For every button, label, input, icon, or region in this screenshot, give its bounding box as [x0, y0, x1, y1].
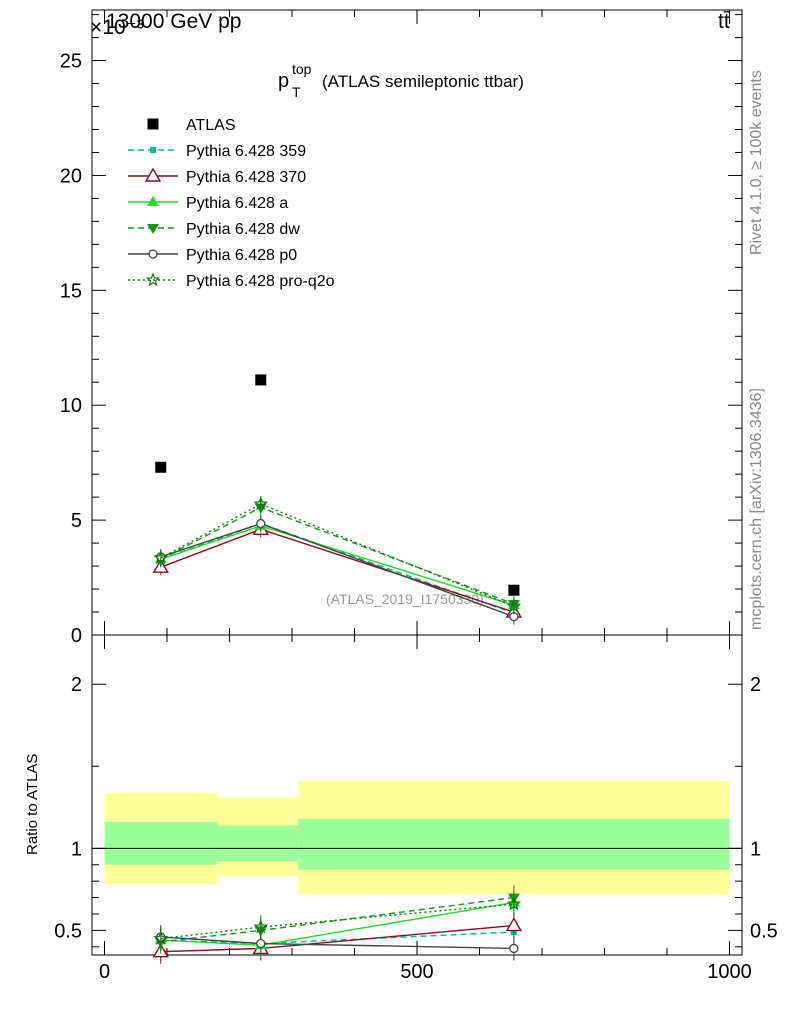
- header-right: tt̄: [718, 10, 730, 33]
- legend-label-atlas: ATLAS: [186, 117, 236, 134]
- legend-marker: [148, 249, 158, 259]
- series-ratio-point: [509, 943, 519, 954]
- atlas-point: [155, 461, 167, 473]
- legend-label: Pythia 6.428 pro-q2o: [186, 273, 335, 290]
- main-ytick-label: 20: [60, 165, 82, 187]
- xtick-label: 1000: [707, 961, 752, 983]
- legend-label: Pythia 6.428 370: [186, 169, 306, 186]
- ratio-ytick-label-right: 1: [750, 838, 761, 860]
- series-ratio-point: [506, 896, 522, 911]
- title-rest: (ATLAS semileptonic ttbar): [322, 72, 524, 91]
- series-line-ratio: [160, 903, 514, 940]
- ratio-ytick-label-right: 0.5: [750, 920, 778, 942]
- main-ytick-label: 10: [60, 395, 82, 417]
- ratio-ytick-label-right: 2: [750, 674, 761, 696]
- chart-title: p: [278, 70, 289, 92]
- band-inner-0: [104, 822, 217, 865]
- legend-label: Pythia 6.428 a: [186, 195, 288, 212]
- mcplots-label: mcplots.cern.ch [arXiv:1306.3436]: [748, 388, 765, 630]
- legend-marker-atlas: [147, 118, 159, 130]
- analysis-id: (ATLAS_2019_I1750330): [326, 591, 484, 607]
- title-main: p: [278, 70, 289, 92]
- legend-marker: [144, 167, 162, 182]
- legend: ATLAS Pythia 6.428 359 Pythia 6.428 370 Pyt…: [128, 117, 335, 290]
- legend-label: Pythia 6.428 dw: [186, 221, 300, 238]
- series-layer: [152, 374, 523, 964]
- series-ratio-point: [505, 917, 523, 932]
- series-point: [153, 550, 169, 565]
- legend-marker: [145, 272, 161, 287]
- ratio-ytick-label: 2: [71, 674, 82, 696]
- series-point: [506, 598, 522, 613]
- band-inner-1: [217, 825, 299, 862]
- main-ytick-label: 15: [60, 280, 82, 302]
- series-ratio-point: [153, 930, 169, 945]
- main-ytick-label: 25: [60, 51, 82, 73]
- series-ratio-point: [253, 919, 269, 934]
- series-line-main: [160, 506, 515, 605]
- series-5: [153, 496, 522, 951]
- legend-label: Pythia 6.428 359: [186, 143, 306, 160]
- legend-label: Pythia 6.428 p0: [186, 247, 297, 264]
- band-inner-2: [298, 818, 730, 870]
- legend-marker: [150, 147, 156, 153]
- rivet-label: Rivet 4.1.0, ≥ 100k events: [748, 70, 765, 255]
- exponent-label: ×10⁻³: [90, 16, 144, 39]
- ratio-ylabel: Ratio to ATLAS: [24, 754, 41, 855]
- series-line-main: [160, 503, 515, 607]
- series-point: [256, 518, 266, 529]
- ratio-ytick-label: 1: [71, 838, 82, 860]
- legend-marker: [147, 224, 159, 234]
- main-frame: [91, 9, 743, 636]
- atlas-point: [508, 584, 520, 596]
- atlas-point: [255, 374, 267, 386]
- legend-marker: [147, 196, 159, 206]
- ratio-ytick-label: 0.5: [54, 920, 82, 942]
- xtick-label: 500: [400, 961, 433, 983]
- series-line-main: [160, 522, 515, 614]
- series-point: [253, 496, 269, 511]
- series-ratio-point: [256, 938, 266, 949]
- ratio-bands: [104, 781, 730, 895]
- main-ytick-label: 5: [71, 510, 82, 532]
- header-left: 13000 GeV pp: [106, 10, 241, 33]
- series-1: [152, 520, 523, 964]
- main-ytick-label: 0: [71, 625, 82, 647]
- xtick-label: 0: [99, 961, 110, 983]
- title-sup: top: [292, 61, 312, 77]
- series-line-ratio: [160, 896, 514, 943]
- title-sub: T: [292, 84, 301, 100]
